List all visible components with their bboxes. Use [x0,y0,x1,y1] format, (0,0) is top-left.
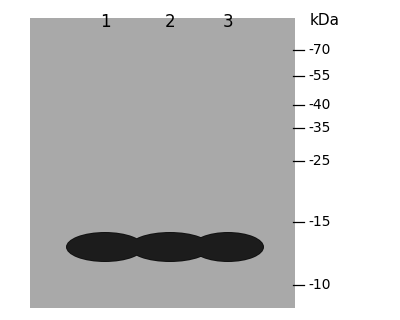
Ellipse shape [129,232,211,262]
Text: 1: 1 [100,13,110,31]
Text: -40: -40 [308,98,330,112]
Ellipse shape [192,232,264,262]
Ellipse shape [130,233,210,261]
Text: kDa: kDa [310,13,340,28]
Text: -15: -15 [308,215,330,229]
Ellipse shape [67,233,143,261]
Ellipse shape [66,232,144,262]
Text: -10: -10 [308,278,330,292]
Text: -25: -25 [308,154,330,168]
Text: -35: -35 [308,121,330,135]
Text: 2: 2 [165,13,175,31]
Bar [30,18,295,308]
Text: -70: -70 [308,43,330,57]
Text: -55: -55 [308,69,330,83]
Ellipse shape [193,233,263,261]
Text: 3: 3 [223,13,233,31]
